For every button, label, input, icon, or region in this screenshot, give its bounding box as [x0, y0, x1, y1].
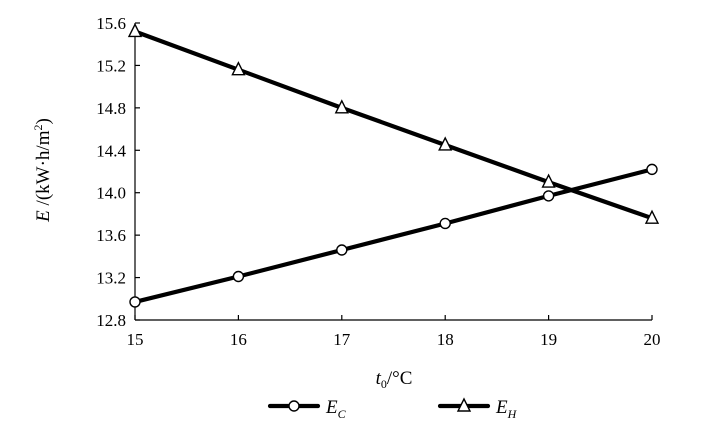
x-axis-sub: 0 — [381, 377, 387, 391]
y-axis-sup: 2 — [31, 125, 45, 131]
series-e-c — [129, 163, 658, 308]
y-axis-ticks: 12.8 13.2 13.6 14.0 14.4 14.8 15.2 15.6 — [96, 14, 140, 330]
y-axis-close: ) — [33, 118, 54, 124]
legend-marker-e-h — [456, 397, 472, 412]
legend: EC EH — [267, 397, 518, 421]
data-point-e-c — [232, 270, 245, 283]
y-tick-label: 15.2 — [96, 56, 126, 75]
legend-item-e-h: EH — [437, 397, 518, 421]
series-layer — [127, 22, 660, 308]
data-point-e-c — [439, 217, 451, 230]
y-axis-unit: /(kW·h/m — [33, 130, 54, 210]
data-point-e-c — [646, 163, 658, 176]
x-tick-label: 15 — [127, 330, 144, 349]
x-axis-title: t0/°C — [376, 368, 413, 391]
data-point-e-h — [541, 173, 556, 188]
x-tick-label: 20 — [644, 330, 661, 349]
x-axis-var: t — [376, 368, 382, 389]
y-axis-var: E — [33, 210, 54, 223]
y-tick-label: 13.2 — [96, 269, 126, 288]
y-axis-title: E /(kW·h/m2) — [31, 118, 54, 223]
x-tick-label: 19 — [540, 330, 557, 349]
data-point-e-h — [644, 209, 660, 224]
legend-label-e-c: EC — [325, 397, 347, 421]
legend-item-e-c: EC — [267, 397, 347, 421]
y-tick-label: 12.8 — [96, 311, 126, 330]
y-tick-label: 15.6 — [96, 14, 126, 33]
data-point-e-c — [336, 244, 348, 256]
data-point-e-c — [129, 296, 141, 308]
x-tick-label: 16 — [230, 330, 247, 349]
x-axis-ticks: 15 16 17 18 19 20 — [127, 315, 661, 349]
y-tick-label: 14.4 — [96, 141, 126, 160]
data-point-e-h — [438, 136, 453, 151]
series-line-e-c — [132, 167, 655, 305]
x-tick-label: 18 — [437, 330, 454, 349]
series-line-e-h — [132, 29, 655, 221]
legend-label-e-h: EH — [495, 397, 518, 421]
data-point-e-c — [542, 190, 555, 202]
data-point-e-h — [231, 61, 246, 76]
data-point-e-h — [334, 99, 349, 114]
data-point-e-h — [127, 22, 143, 38]
y-tick-label: 14.8 — [96, 99, 126, 118]
x-axis-unit: /°C — [387, 368, 413, 389]
legend-marker-e-c — [288, 400, 300, 412]
x-tick-label: 17 — [333, 330, 351, 349]
series-e-h — [127, 22, 660, 224]
y-tick-label: 13.6 — [96, 226, 126, 245]
y-tick-label: 14.0 — [96, 184, 126, 203]
plot-area — [134, 23, 652, 321]
